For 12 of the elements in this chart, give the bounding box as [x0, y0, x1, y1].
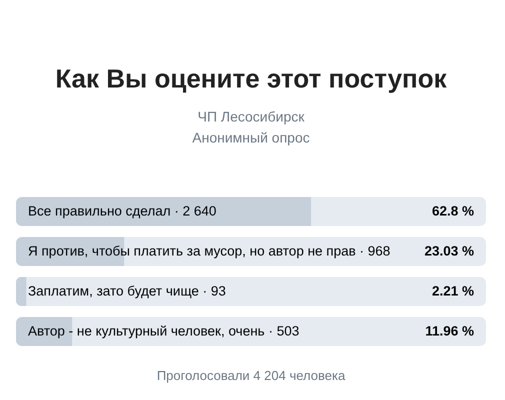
data-label: 11.96 %: [425, 324, 474, 338]
y-tick-label: Все правильно сделал · 2 640: [28, 204, 216, 218]
y-tick-label: Я против, чтобы платить за мусор, но автор не прав · 968: [28, 244, 390, 258]
text: Проголосовали 4 204 человека: [156, 368, 346, 383]
bar: [16, 277, 26, 306]
chart-title: Как Вы оцените этот поступок: [55, 64, 448, 94]
data-label: 62.8 %: [432, 204, 474, 218]
y-tick-label: Заплатим, зато будет чище · 93: [28, 284, 226, 298]
data-label: 23.03 %: [424, 244, 474, 258]
y-tick-label: Автор - не культурный человек, очень · 503: [28, 324, 300, 338]
chart-subtitle: ЧП Лесосибирск Анонимный опрос: [192, 108, 310, 146]
data-label: 2.21 %: [432, 284, 474, 298]
